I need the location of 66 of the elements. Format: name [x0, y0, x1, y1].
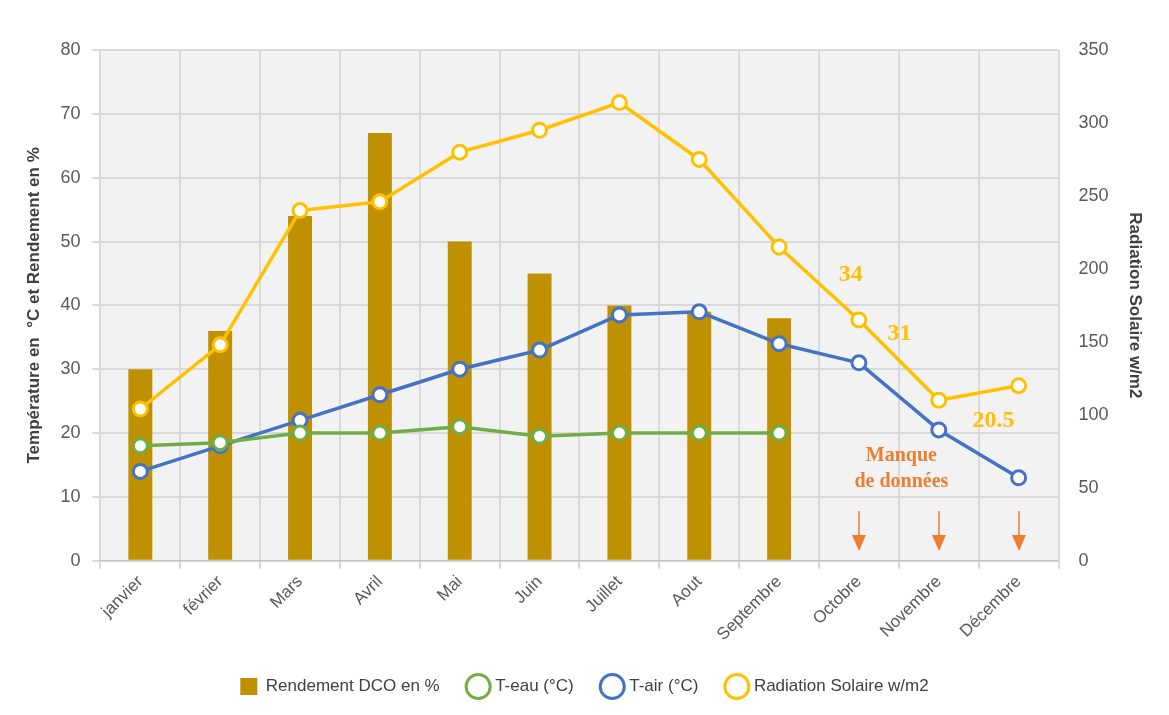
y2-tick-label: 200: [1078, 257, 1109, 278]
legend-label: T-eau (°C): [495, 676, 574, 696]
point: [930, 421, 948, 439]
point: [451, 418, 469, 436]
bar: [447, 241, 472, 560]
point: [850, 311, 868, 329]
point: [291, 202, 309, 220]
point: [211, 336, 229, 354]
point: [690, 303, 708, 321]
point: [770, 424, 788, 442]
point: [770, 335, 788, 353]
point: [451, 360, 469, 378]
bar: [767, 318, 792, 560]
y-tick-label: 10: [60, 485, 81, 506]
legend-label: Radiation Solaire w/m2: [753, 676, 929, 696]
point: [531, 427, 549, 445]
point: [131, 462, 149, 480]
point: [371, 424, 389, 442]
bar: [607, 305, 632, 560]
annotation: 20.5: [972, 405, 1015, 432]
y-tick-label: 60: [60, 166, 81, 187]
bar: [288, 216, 313, 560]
legend-label: T-air (°C): [629, 676, 699, 696]
y-tick-label: 50: [60, 230, 81, 251]
point: [131, 437, 149, 455]
y-tick-label: 40: [60, 294, 81, 315]
point: [930, 391, 948, 409]
point: [690, 150, 708, 168]
y2-tick-label: 250: [1078, 184, 1109, 205]
y2-tick-label: 100: [1078, 403, 1109, 424]
x-tick-label: Juin: [510, 571, 546, 608]
legend-label: Rendement DCO en %: [265, 676, 440, 696]
point: [371, 193, 389, 211]
bar: [367, 133, 392, 560]
point: [610, 94, 628, 112]
bar: [687, 311, 712, 560]
bar: [527, 273, 552, 560]
annotation: 31: [887, 318, 912, 345]
y-tick-label: 80: [60, 38, 81, 59]
x-tick-label: Mai: [433, 571, 466, 605]
point: [531, 121, 549, 139]
y-tick-label: 70: [60, 102, 81, 123]
y-tick-label: 30: [60, 358, 81, 379]
y-tick-label: 20: [60, 422, 81, 443]
annotation: Manque de données: [854, 443, 949, 492]
point: [850, 354, 868, 372]
y2-tick-label: 300: [1078, 111, 1109, 132]
point: [770, 238, 788, 256]
y2-tick-label: 0: [1078, 549, 1089, 570]
point: [610, 424, 628, 442]
point: [531, 341, 549, 359]
y2-tick-label: 150: [1078, 330, 1109, 351]
point: [690, 424, 708, 442]
point: [451, 143, 469, 161]
point: [1010, 377, 1028, 395]
y2-axis-title: Radiation Solaire w/m2: [1126, 212, 1146, 399]
y2-tick-label: 50: [1078, 476, 1099, 497]
point: [131, 400, 149, 418]
point: [610, 306, 628, 324]
annotation: 34: [838, 259, 863, 286]
y-axis-title: Température en °C et Rendement en %: [23, 147, 43, 464]
point: [1010, 469, 1028, 487]
y-tick-label: 0: [70, 549, 81, 570]
y2-tick-label: 350: [1078, 38, 1109, 59]
point: [371, 386, 389, 404]
point: [291, 424, 309, 442]
